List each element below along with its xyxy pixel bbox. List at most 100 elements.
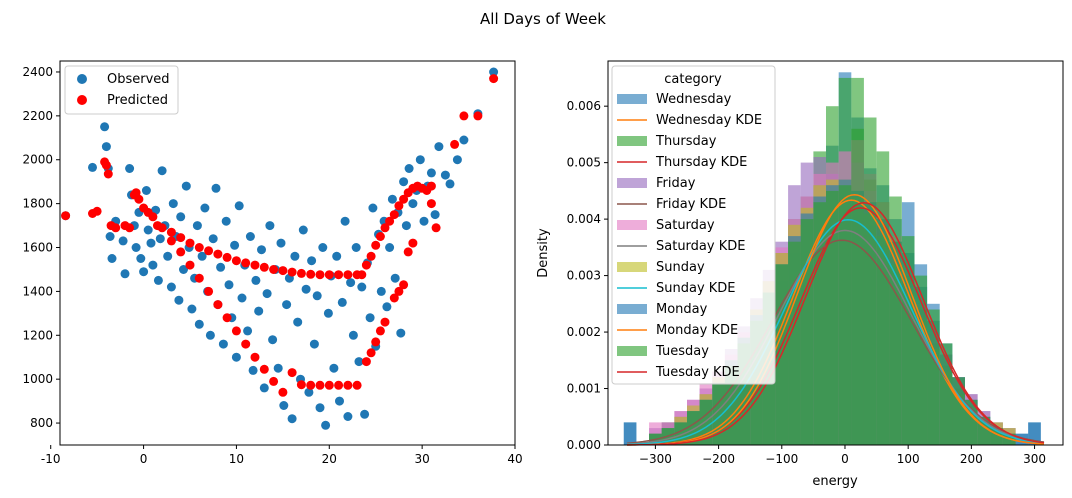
kde-line [627, 202, 1045, 446]
legend-label: Sunday KDE [656, 281, 736, 296]
observed-point [205, 330, 215, 340]
observed-point [343, 412, 353, 421]
observed-point [153, 275, 163, 285]
predicted-point [287, 368, 297, 378]
histogram-bars [623, 72, 1041, 446]
predicted-point [111, 223, 121, 233]
observed-point [390, 273, 400, 283]
y-tick-label: 1600 [22, 241, 53, 255]
observed-point [194, 319, 204, 329]
observed-point [218, 339, 228, 349]
observed-point [200, 203, 210, 213]
x-tick-label: −300 [639, 452, 672, 466]
predicted-point [241, 258, 251, 268]
predicted-point [61, 211, 71, 221]
observed-point [257, 245, 266, 255]
observed-legend-label: Observed [107, 72, 170, 87]
predicted-point [399, 194, 409, 204]
observed-point [251, 275, 261, 285]
predicted-point [357, 270, 367, 280]
observed-point [181, 181, 191, 191]
kde-line [626, 218, 1045, 446]
histogram-x-label: energy [812, 474, 858, 489]
observed-point [243, 326, 253, 336]
observed-point [298, 225, 308, 235]
predicted-point [185, 238, 195, 248]
predicted-point [103, 169, 113, 179]
figure-title: All Days of Week [480, 10, 606, 28]
observed-point [396, 328, 406, 338]
predicted-point [450, 139, 460, 149]
legend-patch [617, 346, 647, 356]
legend-label: Tuesday KDE [655, 365, 740, 380]
observed-point [440, 170, 450, 180]
observed-point [208, 234, 218, 244]
observed-point [293, 317, 303, 327]
observed-point [107, 254, 117, 263]
predicted-point [148, 212, 158, 222]
predicted-legend-label: Predicted [107, 93, 168, 108]
predicted-point [204, 246, 214, 256]
observed-point [321, 420, 331, 430]
predicted-point [380, 223, 390, 233]
y-tick-label: 0.000 [567, 438, 601, 452]
predicted-point [389, 293, 399, 303]
observed-point [100, 122, 110, 132]
predicted-point [403, 247, 413, 257]
legend-patch [617, 262, 647, 272]
histogram-panel: −300 −200 −100 0 100 200 300 0.0000.0010.0020.… [536, 60, 1064, 489]
observed-point [318, 243, 328, 252]
histogram-bar [876, 151, 890, 445]
scatter-legend: Observed Predicted [64, 65, 179, 115]
y-tick-label: 0.004 [567, 212, 601, 226]
predicted-point [343, 380, 353, 390]
histogram-bar [623, 422, 637, 445]
observed-point [430, 210, 440, 220]
predicted-point [324, 380, 334, 390]
x-tick-label: 100 [897, 452, 920, 466]
histogram-bar [687, 411, 700, 445]
predicted-point [241, 339, 251, 349]
observed-point [408, 199, 418, 209]
observed-point [187, 304, 197, 314]
observed-point [452, 155, 462, 165]
predicted-point [250, 352, 260, 362]
legend-patch [617, 304, 647, 314]
predicted-point [259, 364, 269, 374]
predicted-point [231, 326, 241, 336]
predicted-point [394, 201, 404, 211]
predicted-point [352, 380, 362, 390]
observed-point [426, 168, 436, 178]
predicted-point [371, 240, 381, 250]
observed-point [192, 221, 202, 231]
observed-point [357, 282, 367, 292]
predicted-point [334, 380, 344, 390]
legend-label: Saturday [656, 218, 715, 233]
legend-patch [617, 178, 647, 188]
y-tick-label: 2400 [22, 65, 53, 79]
y-tick-label: 2000 [22, 153, 53, 167]
observed-point [155, 234, 165, 244]
observed-point [415, 155, 425, 165]
scatter-points [61, 67, 499, 430]
x-tick-label: 0 [841, 452, 849, 466]
observed-point [419, 216, 429, 226]
predicted-point [408, 238, 418, 248]
observed-point [254, 306, 264, 316]
observed-point [234, 201, 244, 211]
predicted-point [278, 266, 288, 276]
x-tick-label: 20 [322, 452, 337, 466]
predicted-point [426, 181, 436, 191]
predicted-point [361, 260, 371, 270]
kde-line [626, 239, 1045, 445]
predicted-point [176, 233, 186, 243]
observed-point [259, 383, 269, 393]
kde-lines [626, 193, 1045, 446]
observed-point [216, 262, 226, 272]
legend-label: Wednesday KDE [656, 113, 762, 128]
predicted-point [473, 111, 483, 121]
predicted-point [380, 317, 390, 327]
predicted-point [287, 267, 297, 277]
observed-point [146, 238, 156, 248]
legend-patch [617, 136, 647, 146]
